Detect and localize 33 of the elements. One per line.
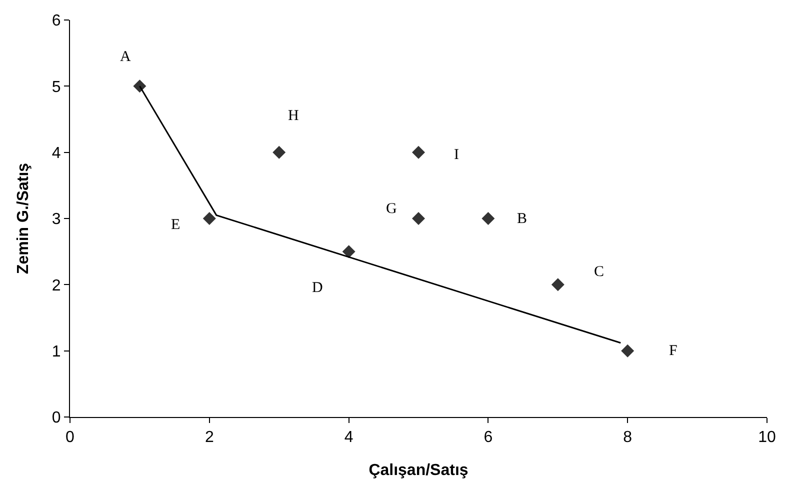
annotation: D <box>312 280 323 296</box>
point <box>621 344 634 358</box>
annotation: G <box>386 201 397 217</box>
x-tick-label: 2 <box>204 429 214 446</box>
annotation: I <box>454 147 459 163</box>
annotation: B <box>517 211 528 227</box>
x-axis-title: Çalışan/Satış <box>368 462 468 479</box>
annotation: C <box>594 264 604 280</box>
y-axis-title: Zemin G./Satış <box>15 162 32 274</box>
point <box>482 212 495 225</box>
annotation: F <box>669 343 678 359</box>
y-tick-label: 6 <box>52 12 61 30</box>
y-tick-label: 0 <box>52 410 61 427</box>
y-tick-label: 5 <box>52 78 61 96</box>
annotation: H <box>288 108 299 124</box>
point <box>551 278 564 292</box>
y-tick-label: 1 <box>52 343 61 360</box>
x-tick-label: 0 <box>66 429 75 446</box>
x-tick-label: 10 <box>758 429 776 446</box>
point <box>133 80 146 93</box>
point <box>412 212 425 225</box>
annotation: A <box>120 49 131 65</box>
y-tick-label: 3 <box>52 211 61 228</box>
point <box>272 146 286 159</box>
x-tick-label: 4 <box>344 429 354 446</box>
point <box>342 245 356 258</box>
x-tick-label: 6 <box>484 429 493 446</box>
point <box>202 212 216 225</box>
y-tick-label: 2 <box>52 277 61 294</box>
annotation: E <box>171 217 180 233</box>
point <box>412 146 425 159</box>
x-tick-label: 8 <box>623 429 632 446</box>
y-tick-label: 4 <box>52 144 61 162</box>
